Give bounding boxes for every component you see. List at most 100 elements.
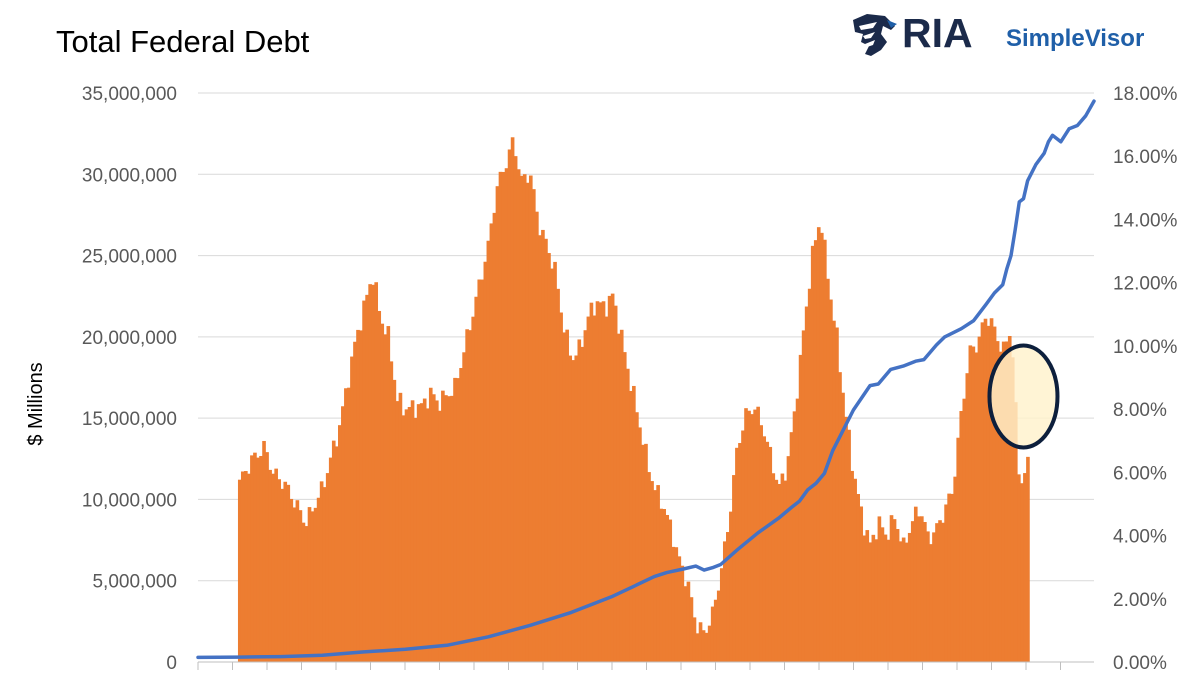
bar [944, 504, 948, 662]
bar [250, 455, 254, 662]
bar [583, 330, 588, 662]
bar [938, 520, 942, 662]
bar [671, 546, 676, 662]
bar [877, 516, 882, 662]
bar [462, 352, 466, 662]
bar [580, 346, 585, 662]
bar [662, 509, 666, 662]
bar [331, 440, 336, 662]
bar [762, 436, 767, 662]
brand-logo: RIA SimpleVisor [853, 10, 1144, 56]
chart-title: Total Federal Debt [56, 24, 310, 59]
bar [898, 541, 903, 662]
bar [947, 493, 951, 662]
bar [353, 341, 357, 662]
bar [632, 385, 636, 662]
bar [765, 441, 770, 662]
bar [710, 606, 715, 662]
bar [786, 456, 791, 662]
bar [1004, 341, 1009, 662]
bar [719, 568, 724, 662]
bar [838, 372, 842, 662]
bar [610, 293, 615, 662]
bar [604, 316, 609, 662]
bar [923, 522, 927, 662]
bar [971, 346, 976, 662]
bar [292, 507, 297, 662]
bar [438, 410, 442, 662]
bar [780, 473, 785, 662]
bar [841, 392, 845, 662]
bar [932, 532, 936, 662]
right-tick-label: 14.00% [1113, 210, 1178, 231]
bar [441, 390, 445, 662]
bar [1010, 357, 1015, 662]
bar [422, 398, 427, 662]
bar [810, 245, 815, 662]
bar [528, 175, 533, 662]
bar [450, 395, 454, 662]
bar [271, 473, 275, 662]
bar [929, 544, 933, 662]
bar [641, 444, 645, 662]
bar [892, 519, 897, 662]
left-tick-label: 5,000,000 [92, 572, 177, 593]
bar [1020, 483, 1024, 662]
bar [768, 446, 773, 662]
bar [356, 329, 360, 662]
right-tick-label: 10.00% [1113, 337, 1178, 358]
bar [410, 400, 415, 662]
bar [510, 137, 515, 662]
bar [989, 318, 994, 662]
bar [301, 522, 306, 662]
bar [868, 542, 873, 662]
bar [774, 479, 779, 662]
bar [589, 302, 594, 662]
bar [813, 240, 818, 663]
bar [316, 497, 321, 662]
bar [371, 284, 375, 662]
bar [968, 345, 973, 662]
bar [738, 443, 742, 662]
bar [1007, 335, 1012, 662]
bar [798, 354, 803, 662]
bar [295, 500, 300, 662]
y-axis-label: $ Millions [25, 362, 47, 445]
bar [883, 534, 888, 662]
bar [668, 519, 673, 662]
bar [613, 305, 618, 662]
left-tick-label: 15,000,000 [82, 409, 177, 430]
bar [886, 539, 891, 662]
bar [847, 429, 851, 662]
bar [486, 240, 491, 662]
bar [383, 334, 388, 662]
bar [268, 469, 272, 662]
bar [538, 235, 542, 663]
bar [465, 329, 469, 662]
bar [1026, 456, 1030, 662]
bar [601, 301, 606, 662]
bar [362, 300, 366, 662]
bar [680, 565, 685, 662]
bar [998, 351, 1003, 662]
bar [962, 398, 967, 662]
bar [826, 278, 830, 662]
bar [322, 487, 327, 662]
bar [453, 377, 457, 662]
bar [398, 392, 403, 662]
bar [804, 306, 809, 662]
bar [844, 416, 848, 662]
bar [941, 522, 945, 662]
brand-product: SimpleVisor [1006, 25, 1144, 52]
bar [525, 182, 530, 662]
bar [277, 479, 282, 662]
bar [359, 330, 363, 662]
bar [338, 425, 342, 662]
bar [334, 446, 339, 662]
left-tick-label: 35,000,000 [82, 84, 177, 105]
bar [374, 282, 379, 662]
bar [522, 174, 527, 662]
bar [677, 556, 682, 662]
bar [483, 261, 488, 662]
bar [544, 238, 548, 662]
